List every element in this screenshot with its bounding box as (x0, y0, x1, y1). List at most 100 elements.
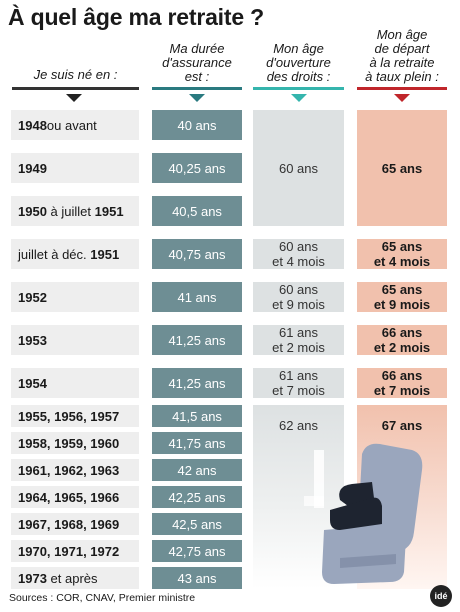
born-year: 1949 (18, 160, 47, 176)
born-year: 1953 (18, 332, 47, 348)
born-connector: à juillet (46, 203, 95, 219)
born-row-bg (11, 486, 139, 508)
opening-value: 61 ans et 7 mois (272, 368, 325, 398)
born-year: 1954 (18, 375, 47, 391)
born-row-bg (11, 513, 139, 535)
fullrate-cell: 65 ans (357, 110, 447, 226)
duration-cell: 42,5 ans (152, 513, 242, 535)
header-born-label: Je suis né en : (33, 67, 118, 82)
header-opening-line3: des droits : (266, 69, 331, 84)
born-suffix: et après (46, 570, 98, 586)
opening-value: 60 ans et 4 mois (272, 239, 325, 269)
header-fullrate-line4: à taux plein : (365, 69, 439, 84)
header-fullrate-marker-icon (394, 94, 410, 102)
born-suffix: ou avant (46, 117, 97, 133)
born-row-bg (11, 459, 139, 481)
opening-cell: 61 ans et 2 mois (253, 325, 344, 355)
header-duration-line1: Ma durée (169, 41, 225, 56)
born-year: 1951 (90, 246, 120, 262)
born-prefix: juillet à déc. (18, 246, 91, 262)
header-duration-line2: d'assurance (162, 55, 232, 70)
page-title: À quel âge ma retraite ? (8, 4, 264, 30)
header-born-marker-icon (66, 94, 82, 102)
born-row-bg (11, 196, 139, 226)
born-row-bg (11, 325, 139, 355)
header-fullrate: Mon âge de départ à la retraite à taux p… (357, 28, 447, 84)
born-year: 1952 (18, 289, 47, 305)
born-label: 1964, 1965, 1966 (18, 486, 119, 508)
fullrate-value: 65 ans et 4 mois (373, 239, 431, 269)
born-row-bg (11, 368, 139, 398)
header-opening-line1: Mon âge (273, 41, 324, 56)
fullrate-cell: 66 ans et 2 mois (357, 325, 447, 355)
header-duration: Ma durée d'assurance est : (152, 42, 242, 84)
header-fullrate-line1: Mon âge (376, 27, 428, 42)
duration-cell: 41,25 ans (152, 325, 242, 355)
sources-note: Sources : COR, CNAV, Premier ministre (9, 592, 196, 604)
born-label: 1948 ou avant (18, 110, 97, 140)
duration-cell: 40,5 ans (152, 196, 242, 226)
fullrate-cell: 65 ans et 4 mois (357, 239, 447, 269)
duration-cell: 41 ans (152, 282, 242, 312)
born-label: 1955, 1956, 1957 (18, 405, 119, 427)
duration-cell: 40,75 ans (152, 239, 242, 269)
born-year: 1950 (18, 203, 47, 219)
opening-cell: 60 ans (253, 110, 344, 226)
opening-value: 60 ans et 9 mois (272, 282, 325, 312)
born-label: 1953 (18, 325, 47, 355)
born-label: juillet à déc. 1951 (18, 239, 119, 269)
opening-cell: 60 ans et 9 mois (253, 282, 344, 312)
born-year: 1964, 1965, 1966 (18, 489, 120, 505)
opening-value: 60 ans (278, 160, 319, 176)
fullrate-value: 65 ans (381, 160, 423, 176)
opening-cell: 60 ans et 4 mois (253, 239, 344, 269)
header-duration-line3: est : (184, 69, 210, 84)
duration-cell: 43 ans (152, 567, 242, 589)
opening-value: 62 ans (278, 418, 319, 433)
born-label: 1958, 1959, 1960 (18, 432, 119, 454)
duration-cell: 41,75 ans (152, 432, 242, 454)
header-born-rule (12, 87, 139, 90)
born-year: 1958, 1959, 1960 (18, 435, 120, 451)
fullrate-value: 65 ans et 9 mois (373, 282, 431, 312)
fullrate-cell: 65 ans et 9 mois (357, 282, 447, 312)
born-label: 1973 et après (18, 567, 98, 589)
header-opening-marker-icon (291, 94, 307, 102)
born-label: 1967, 1968, 1969 (18, 513, 119, 535)
born-row-bg (11, 153, 139, 183)
header-fullrate-line2: de départ (374, 41, 430, 56)
header-duration-marker-icon (189, 94, 205, 102)
header-opening-line2: d'ouverture (266, 55, 331, 70)
born-label: 1961, 1962, 1963 (18, 459, 119, 481)
born-row-bg (11, 540, 139, 562)
duration-cell: 42 ans (152, 459, 242, 481)
born-row-bg (11, 432, 139, 454)
born-label: 1949 (18, 153, 47, 183)
header-born: Je suis né en : (12, 68, 139, 82)
fullrate-cell: 66 ans et 7 mois (357, 368, 447, 398)
born-year: 1951 (94, 203, 124, 219)
born-year: 1967, 1968, 1969 (18, 516, 120, 532)
fullrate-value: 66 ans et 2 mois (373, 325, 431, 355)
duration-cell: 40,25 ans (152, 153, 242, 183)
duration-cell: 42,75 ans (152, 540, 242, 562)
header-duration-rule (152, 87, 242, 90)
born-label: 1950 à juillet 1951 (18, 196, 124, 226)
header-opening: Mon âge d'ouverture des droits : (253, 42, 344, 84)
duration-cell: 40 ans (152, 110, 242, 140)
duration-cell: 41,5 ans (152, 405, 242, 427)
born-label: 1954 (18, 368, 47, 398)
born-row-bg (11, 110, 139, 140)
born-label: 1952 (18, 282, 47, 312)
opening-value: 61 ans et 2 mois (272, 325, 325, 355)
header-fullrate-rule (357, 87, 447, 90)
born-row-bg (11, 405, 139, 427)
header-opening-rule (253, 87, 344, 90)
born-year: 1973 (18, 570, 47, 586)
born-row-bg (11, 239, 139, 269)
born-row-bg (11, 282, 139, 312)
born-label: 1970, 1971, 1972 (18, 540, 119, 562)
born-row-bg (11, 567, 139, 589)
retiree-armchair-icon (304, 443, 423, 584)
opening-cell: 61 ans et 7 mois (253, 368, 344, 398)
